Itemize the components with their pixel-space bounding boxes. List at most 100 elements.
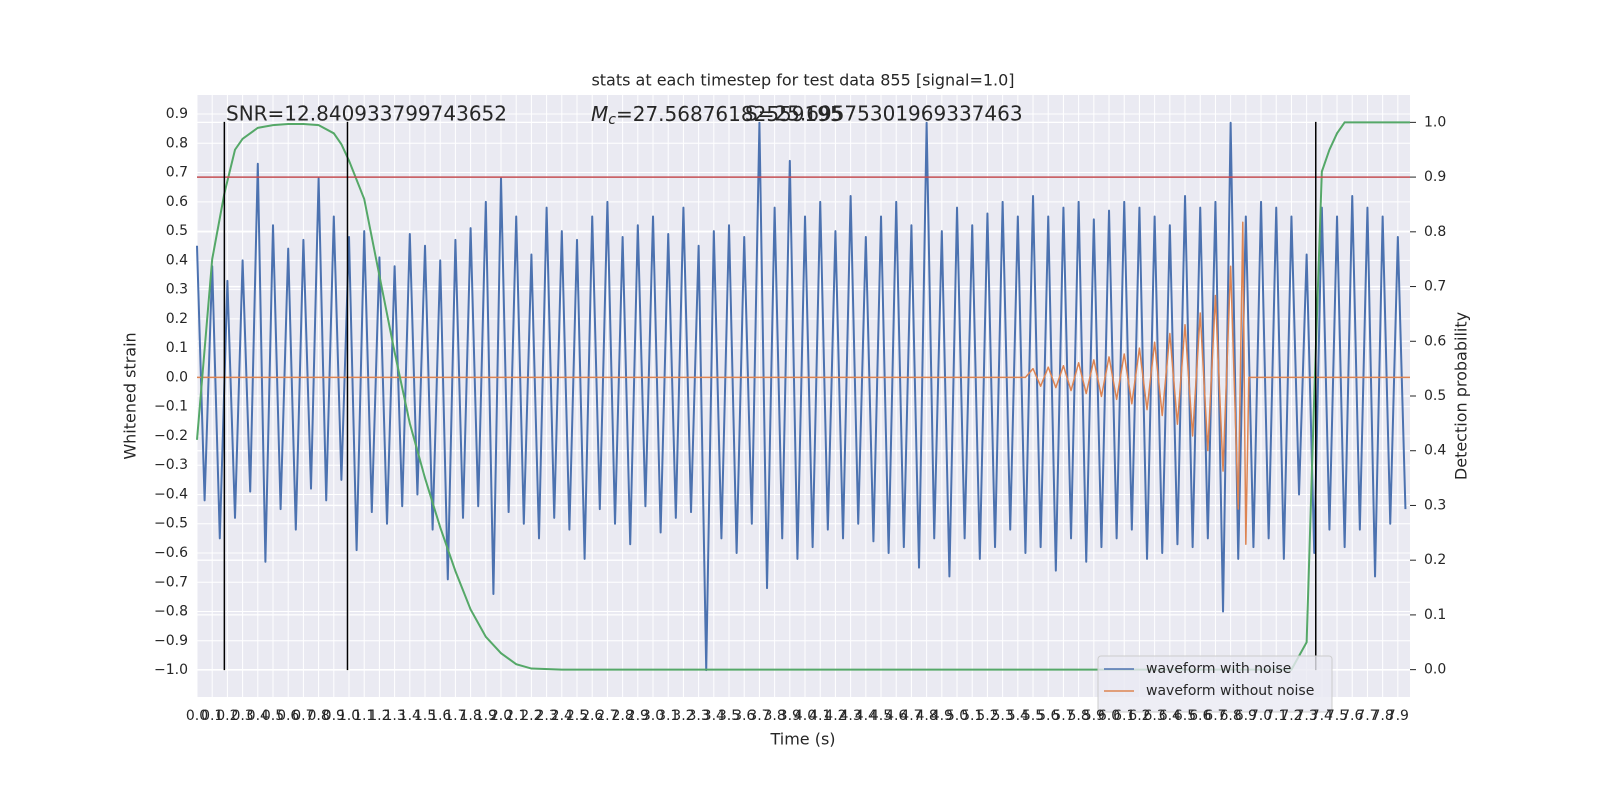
x-tick-label: 1.9 <box>475 708 497 724</box>
y-tick-label: −0.2 <box>154 428 188 444</box>
x-tick-label: 3.1 <box>657 708 679 724</box>
x-tick-label: 0.0 <box>186 708 208 724</box>
x-tick-label: 2.3 <box>535 708 557 724</box>
x-tick-label: 5.7 <box>1052 708 1074 724</box>
y-tick-label: 0.9 <box>166 106 188 122</box>
x-tick-label: 1.6 <box>429 708 451 724</box>
x-tick-label: 7.0 <box>1250 708 1272 724</box>
y2-tick-label: 0.8 <box>1424 224 1446 240</box>
y2-axis-label: Detection probability <box>1452 312 1471 480</box>
x-tick-label: 3.3 <box>687 708 709 724</box>
x-tick-label: 4.8 <box>915 708 937 724</box>
x-tick-label: 2.2 <box>520 708 542 724</box>
x-tick-label: 5.0 <box>946 708 968 724</box>
y-tick-label: 0.6 <box>166 194 188 210</box>
x-tick-label: 3.4 <box>703 708 725 724</box>
probability-line <box>196 121 1410 671</box>
legend: waveform with noise waveform without nois… <box>1097 655 1333 713</box>
y2-tick-label: 0.9 <box>1424 169 1446 185</box>
y2-tick-label: 0.1 <box>1424 607 1446 623</box>
y-axis-label: Whitened strain <box>121 332 140 459</box>
x-tick-label: 0.9 <box>323 708 345 724</box>
x-tick-label: 4.3 <box>839 708 861 724</box>
x-tick-label: 3.8 <box>763 708 785 724</box>
y2-tick-label: 0.6 <box>1424 333 1446 349</box>
x-tick-label: 7.3 <box>1296 708 1318 724</box>
x-tick-label: 6.8 <box>1220 708 1242 724</box>
x-tick-label: 6.6 <box>1189 708 1211 724</box>
x-tick-label: 2.9 <box>627 708 649 724</box>
x-tick-label: 4.5 <box>870 708 892 724</box>
x-tick-label: 7.7 <box>1356 708 1378 724</box>
x-tick-label: 7.2 <box>1280 708 1302 724</box>
legend-box <box>1097 655 1333 713</box>
x-tick-label: 6.3 <box>1143 708 1165 724</box>
x-tick-label: 6.2 <box>1128 708 1150 724</box>
legend-label: waveform with noise <box>1146 661 1291 677</box>
x-tick-label: 4.0 <box>794 708 816 724</box>
x-tick-label: 1.7 <box>444 708 466 724</box>
y2-tick-label: 0.0 <box>1424 662 1446 678</box>
mc-annotation: Mc=27.56876182559195 <box>591 102 843 129</box>
y-tick-label: 0.8 <box>166 135 188 151</box>
x-tick-label: 1.1 <box>353 708 375 724</box>
x-tick-label: 5.8 <box>1067 708 1089 724</box>
x-tick-label: 3.2 <box>672 708 694 724</box>
snr-annotation: SNR=12.840933799743652 <box>226 102 507 126</box>
x-tick-label: 2.6 <box>581 708 603 724</box>
x-tick-label: 1.3 <box>383 708 405 724</box>
y-tick-label: 0.0 <box>166 369 188 385</box>
x-tick-label: 3.9 <box>779 708 801 724</box>
x-tick-label: 7.6 <box>1341 708 1363 724</box>
x-tick-label: 1.8 <box>459 708 481 724</box>
x-tick-label: 6.0 <box>1098 708 1120 724</box>
x-tick-label: 3.6 <box>733 708 755 724</box>
x-tick-label: 2.0 <box>490 708 512 724</box>
y2-tick-label: 1.0 <box>1424 114 1446 130</box>
x-tick-label: 2.5 <box>566 708 588 724</box>
x-tick-label: 0.7 <box>292 708 314 724</box>
x-tick-label: 0.8 <box>307 708 329 724</box>
y-tick-label: −0.7 <box>154 574 188 590</box>
y-tick-label: −1.0 <box>154 662 188 678</box>
y-tick-label: 0.7 <box>166 165 188 181</box>
x-tick-label: 1.0 <box>338 708 360 724</box>
x-tick-label: 0.1 <box>201 708 223 724</box>
x-tick-label: 0.2 <box>216 708 238 724</box>
x-tick-label: 5.9 <box>1083 708 1105 724</box>
y2-tick-label: 0.2 <box>1424 552 1446 568</box>
y-tick-label: 0.4 <box>166 252 188 268</box>
x-tick-label: 5.2 <box>976 708 998 724</box>
x-tick-label: 7.5 <box>1326 708 1348 724</box>
second-annotation: S=25.69575301969337463 <box>745 102 1023 126</box>
y-tick-label: −0.3 <box>154 457 188 473</box>
x-tick-label: 1.5 <box>414 708 436 724</box>
x-tick-label: 3.0 <box>642 708 664 724</box>
legend-label: waveform without noise <box>1146 683 1314 699</box>
y2-tick-label: 0.7 <box>1424 279 1446 295</box>
x-tick-label: 7.9 <box>1387 708 1409 724</box>
y-tick-label: −0.9 <box>154 633 188 649</box>
mc-symbol: M <box>591 102 608 126</box>
x-axis-label: Time (s) <box>769 730 835 749</box>
x-tick-label: 6.7 <box>1204 708 1226 724</box>
marks <box>196 121 1410 672</box>
mc-subscript: c <box>608 112 616 128</box>
y-tick-label: −0.4 <box>154 486 188 502</box>
x-tick-label: 4.7 <box>900 708 922 724</box>
x-tick-label: 1.2 <box>368 708 390 724</box>
x-tick-label: 5.4 <box>1007 708 1029 724</box>
chart-title: stats at each timestep for test data 855… <box>591 71 1014 90</box>
y-tick-label: 0.1 <box>166 340 188 356</box>
x-tick-label: 4.2 <box>824 708 846 724</box>
x-tick-label: 4.4 <box>855 708 877 724</box>
y-tick-label: 0.2 <box>166 311 188 327</box>
x-tick-label: 7.1 <box>1265 708 1287 724</box>
x-tick-label: 5.3 <box>991 708 1013 724</box>
x-tick-label: 4.9 <box>931 708 953 724</box>
x-tick-label: 2.1 <box>505 708 527 724</box>
x-tick-label: 3.7 <box>748 708 770 724</box>
series-line <box>197 221 1410 545</box>
x-tick-label: 0.3 <box>231 708 253 724</box>
